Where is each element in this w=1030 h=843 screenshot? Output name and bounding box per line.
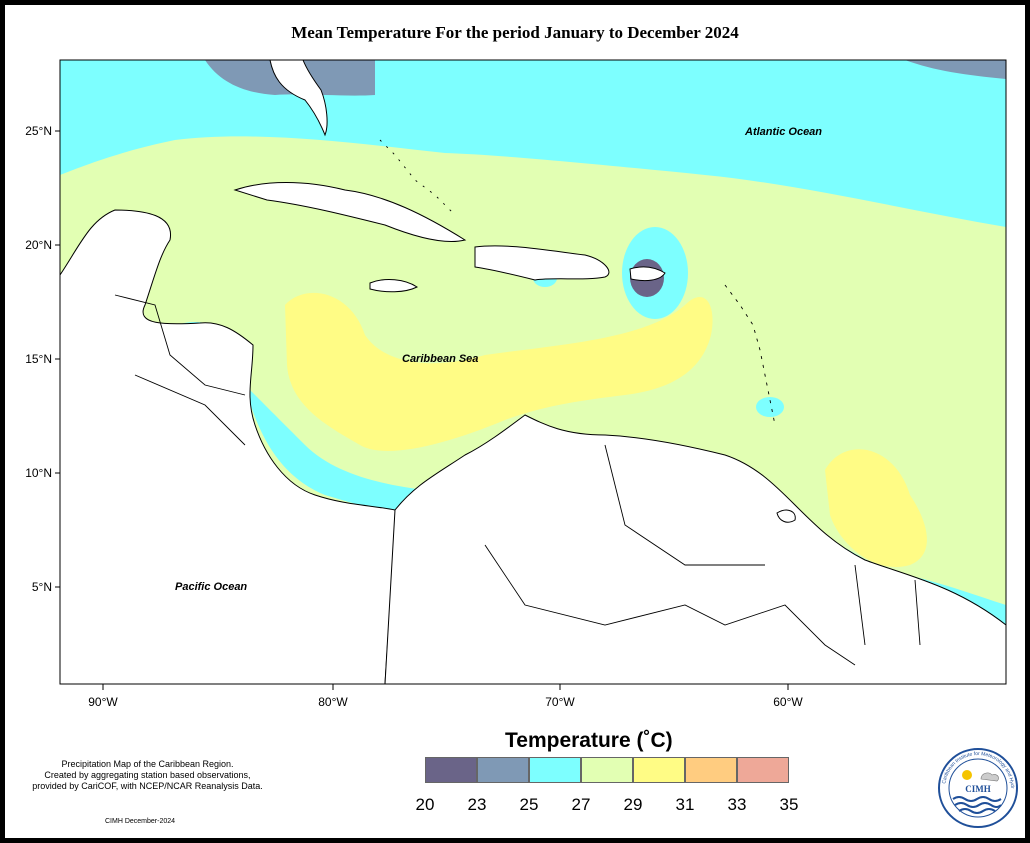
legend-swatch-1 [477, 757, 529, 783]
longitude-axis: 90°W 80°W 70°W 60°W [88, 684, 803, 709]
band-23-25-northeast [905, 60, 1006, 79]
band-29-31-caribbean [285, 292, 713, 451]
legend-tick-33: 33 [727, 795, 747, 814]
landmass-central-america [60, 209, 400, 684]
band-29-31-atlantic [825, 449, 927, 567]
source-note-line1: Precipitation Map of the Caribbean Regio… [61, 759, 234, 769]
landmass-hispaniola [474, 245, 610, 281]
legend-swatch-5 [685, 757, 737, 783]
legend-swatch-6 [737, 757, 789, 783]
lat-label-5: 5°N [32, 580, 52, 594]
wave-icon [952, 796, 1002, 802]
legend-title: Temperature (˚C) [505, 729, 673, 752]
legend-swatch-2 [529, 757, 581, 783]
source-note-line3: provided by CariCOF, with NCEP/NCAR Rean… [32, 781, 263, 791]
legend-swatch-3 [581, 757, 633, 783]
border-southamerica-2 [604, 444, 765, 566]
label-atlantic-ocean: Atlantic Ocean [744, 126, 822, 138]
temperature-field [60, 60, 1006, 684]
lon-label-70: 70°W [545, 695, 575, 709]
legend-swatch-4 [633, 757, 685, 783]
landmass-florida [269, 60, 328, 137]
legend-ticks: 20 23 25 27 29 31 33 35 [400, 795, 820, 817]
border-southamerica-1 [484, 544, 856, 666]
label-caribbean-sea: Caribbean Sea [402, 353, 478, 365]
landmass-layer [60, 60, 1006, 684]
landmass-cuba [233, 182, 467, 243]
wave-icon-2 [954, 802, 1002, 808]
border-guianas [854, 564, 921, 646]
source-note-line2: Created by aggregating station based obs… [44, 770, 251, 780]
lat-label-15: 15°N [25, 352, 52, 366]
band-25-27-north [60, 60, 1006, 227]
legend-tick-20: 20 [415, 795, 435, 814]
map-title: Mean Temperature For the period January … [291, 23, 739, 42]
border-layer [114, 139, 921, 666]
label-pacific-ocean: Pacific Ocean [175, 581, 247, 593]
border-centralamerica-1 [114, 294, 246, 396]
logo-abbr: CIMH [965, 784, 991, 794]
credit-text: CIMH December-2024 [105, 818, 176, 825]
border-centralamerica-2 [134, 374, 246, 446]
landmass-south-america [384, 414, 1006, 684]
legend-swatch-0 [425, 757, 477, 783]
lat-label-25: 25°N [25, 124, 52, 138]
source-note: Precipitation Map of the Caribbean Regio… [10, 759, 285, 792]
lon-label-80: 80°W [318, 695, 348, 709]
legend-tick-25: 25 [519, 795, 539, 814]
lesser-antilles [724, 284, 776, 426]
legend-tick-35: 35 [779, 795, 799, 814]
band-25-27-barbados [756, 397, 784, 417]
landmass-trinidad [776, 509, 796, 523]
latitude-axis: 25°N 20°N 15°N 10°N 5°N [25, 124, 60, 594]
sun-icon [962, 770, 972, 780]
legend-tick-27: 27 [571, 795, 591, 814]
legend-colorbar [425, 757, 789, 783]
lat-label-20: 20°N [25, 238, 52, 252]
landmass-puertorico [629, 266, 666, 282]
landmass-jamaica [369, 279, 418, 293]
lon-label-60: 60°W [773, 695, 803, 709]
wave-icon-3 [958, 808, 996, 814]
cloud-icon [980, 772, 999, 782]
legend-tick-23: 23 [467, 795, 487, 814]
legend-tick-29: 29 [623, 795, 643, 814]
legend-tick-31: 31 [675, 795, 695, 814]
cimh-logo: CIMH Caribbean Institute for Meteorology… [937, 747, 1018, 828]
lat-label-10: 10°N [25, 466, 52, 480]
lon-label-90: 90°W [88, 695, 118, 709]
plot-frame [59, 59, 1007, 685]
map-canvas: 25°N 20°N 15°N 10°N 5°N 90°W 80°W 70°W 6… [25, 59, 1007, 709]
